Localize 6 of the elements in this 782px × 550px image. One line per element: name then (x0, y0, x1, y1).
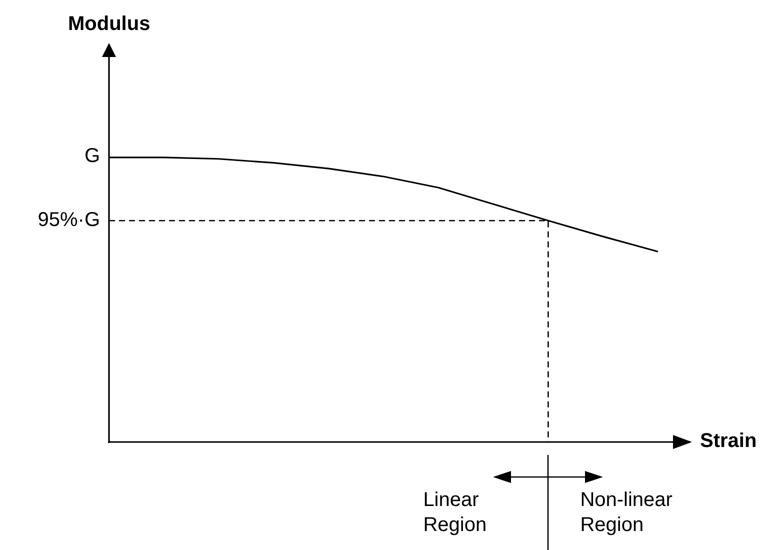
text: Non-linear Region (580, 488, 674, 538)
text: Modulus (68, 13, 150, 36)
text: Linear Region (423, 488, 488, 538)
text: G (84, 145, 100, 168)
x-axis-title: Strain (700, 430, 757, 453)
ref-line-label: 95%·G (38, 208, 100, 232)
